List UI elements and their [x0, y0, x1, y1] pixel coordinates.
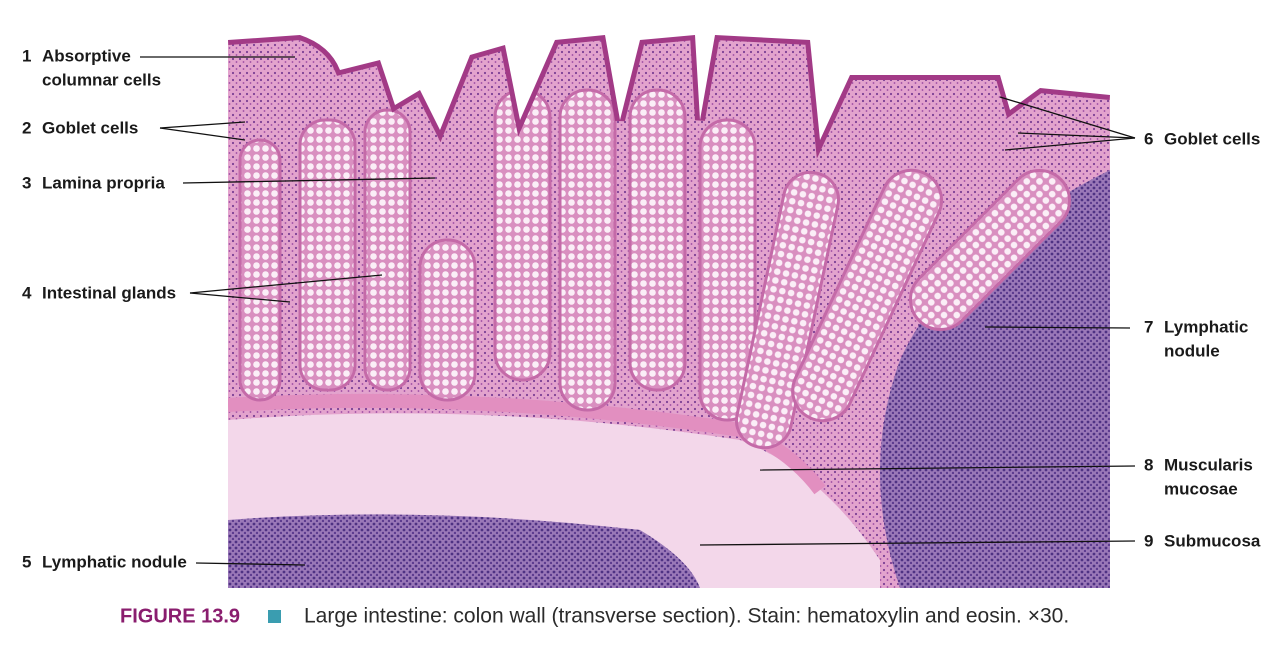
leader-line: [699, 540, 1136, 546]
label-text: Submucosa: [1164, 531, 1261, 550]
leader-lines: [140, 56, 1136, 566]
leader-line: [759, 465, 1136, 471]
label-text: Goblet cells: [42, 118, 138, 137]
leader-line: [1017, 132, 1136, 139]
leader-line: [159, 127, 246, 141]
label-number: 5: [22, 552, 31, 571]
label-text: Lymphatic: [1164, 317, 1248, 336]
leader-line: [984, 326, 1131, 329]
label-text: nodule: [1164, 341, 1220, 360]
label-text: Intestinal glands: [42, 283, 176, 302]
label-number: 9: [1144, 531, 1153, 550]
micrograph: [228, 28, 1110, 588]
label-number: 4: [22, 283, 32, 302]
caption-icon: [268, 610, 281, 623]
label-text: Lymphatic nodule: [42, 552, 187, 571]
leader-line: [1004, 137, 1136, 151]
label-number: 1: [22, 46, 31, 65]
leader-line: [195, 562, 306, 566]
leader-line: [189, 274, 383, 294]
caption-text: Large intestine: colon wall (transverse …: [304, 605, 1069, 628]
label-text: Lamina propria: [42, 173, 165, 192]
label-number: 7: [1144, 317, 1153, 336]
label-text: Goblet cells: [1164, 129, 1260, 148]
label-text: columnar cells: [42, 70, 161, 89]
label-text: Absorptive: [42, 46, 131, 65]
label-number: 3: [22, 173, 31, 192]
leader-line: [182, 177, 436, 184]
label-text: mucosae: [1164, 479, 1238, 498]
figure-number: FIGURE 13.9: [120, 605, 240, 627]
label-text: Muscularis: [1164, 455, 1253, 474]
label-number: 6: [1144, 129, 1153, 148]
label-number: 2: [22, 118, 31, 137]
label-number: 8: [1144, 455, 1153, 474]
leader-line: [189, 292, 291, 303]
leader-line: [999, 96, 1136, 139]
leader-line: [159, 121, 246, 129]
